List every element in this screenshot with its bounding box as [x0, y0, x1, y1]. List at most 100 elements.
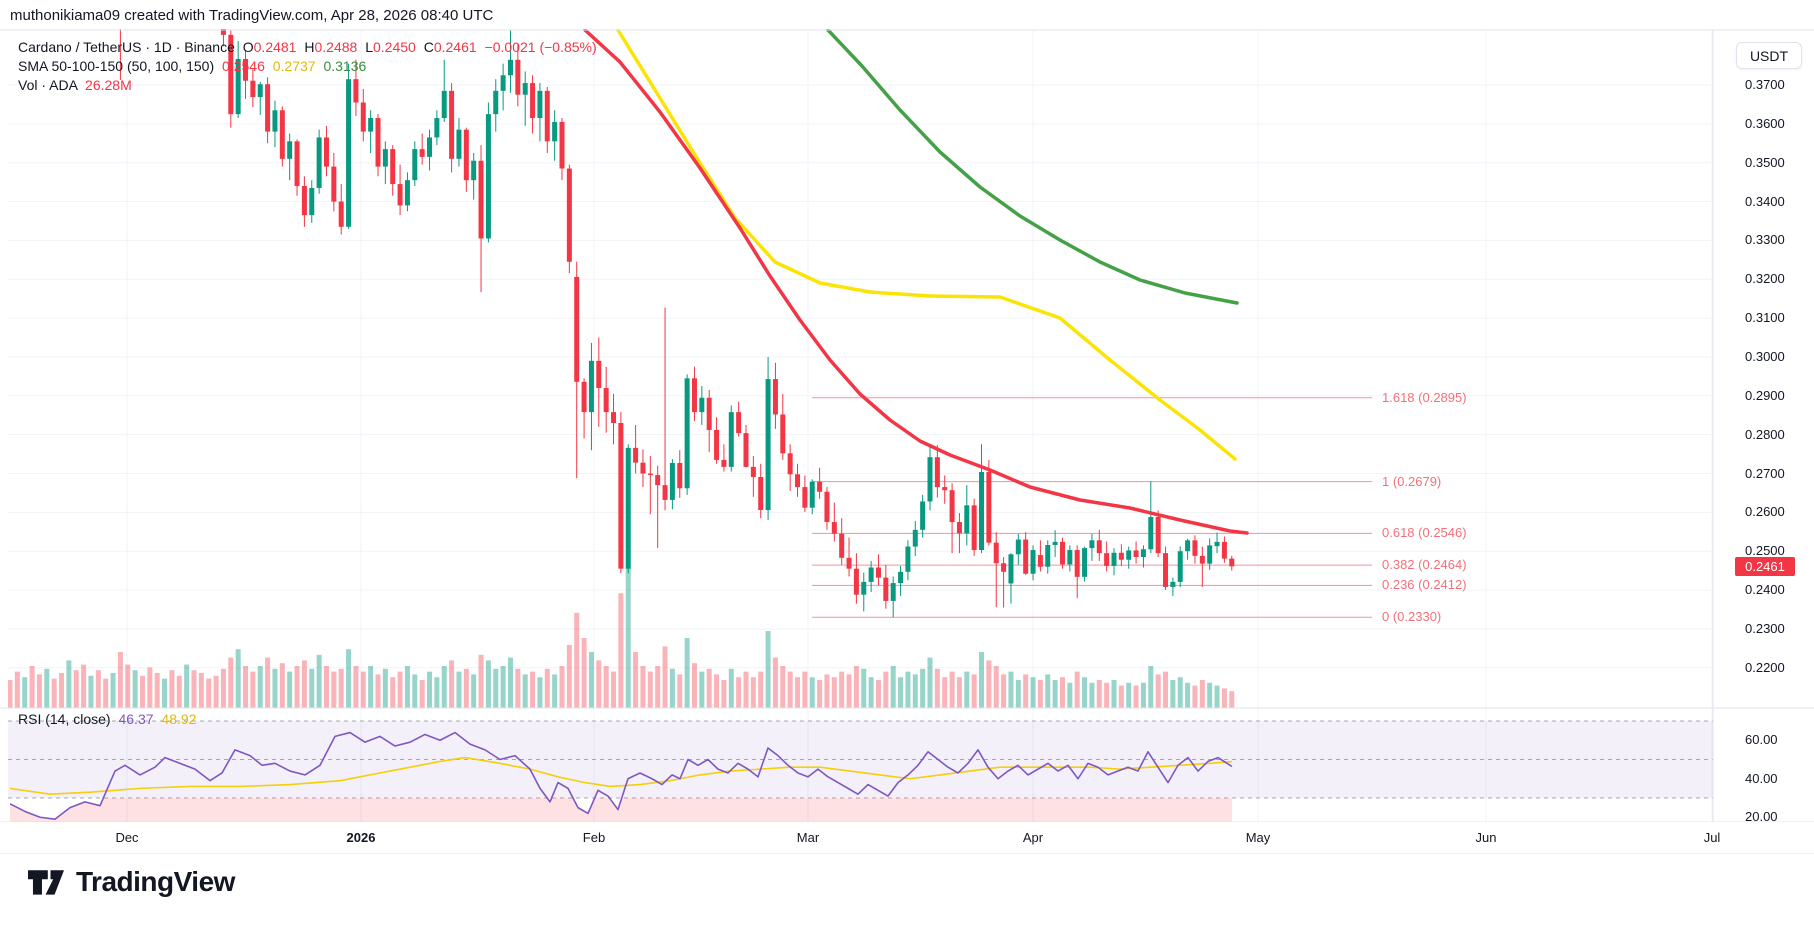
volume-bar — [331, 671, 337, 708]
volume-bar — [265, 657, 271, 708]
candle-body — [1045, 544, 1051, 567]
candle-body — [625, 447, 631, 569]
volume-legend-row[interactable]: Vol · ADA 26.28M — [18, 76, 597, 95]
volume-bar — [853, 666, 859, 708]
volume-bar — [1221, 688, 1227, 708]
volume-bar — [861, 668, 867, 708]
volume-bar — [412, 674, 418, 708]
volume-bar — [831, 677, 837, 708]
candle-body — [515, 59, 521, 95]
candle-body — [1163, 553, 1169, 587]
volume-bar — [964, 671, 970, 708]
candle-body — [1207, 545, 1213, 564]
main-pane[interactable] — [8, 0, 1249, 708]
volume-bar — [73, 670, 79, 708]
close-label: C — [423, 39, 434, 55]
volume-bar — [1155, 674, 1161, 708]
attribution-text: muthonikiama09 created with TradingView.… — [10, 7, 494, 24]
volume-bar — [147, 667, 153, 708]
sma-legend-row[interactable]: SMA 50-100-150 (50, 100, 150) 0.2546 0.2… — [18, 57, 597, 76]
volume-bar — [566, 645, 572, 708]
candle-body — [530, 83, 536, 119]
candle-body — [1229, 558, 1235, 567]
candle-body — [728, 412, 734, 467]
rsi-value: 46.37 — [118, 711, 154, 727]
tradingview-watermark[interactable]: TradingView — [26, 864, 235, 900]
candle-body — [706, 397, 712, 430]
volume-bar — [117, 652, 123, 708]
rsi-legend-row[interactable]: RSI (14, close) 46.37 48.92 — [18, 711, 196, 727]
high-value: 0.2488 — [314, 39, 358, 55]
volume-bar — [574, 612, 580, 708]
sma50-value: 0.2546 — [222, 58, 265, 74]
volume-bar — [669, 668, 675, 708]
candle-body — [787, 453, 793, 475]
volume-bar — [691, 663, 697, 708]
price-axis-label: 0.2300 — [1745, 620, 1785, 636]
volume-bar — [8, 680, 13, 708]
volume-bar — [714, 674, 720, 708]
volume-bar — [463, 668, 469, 708]
candle-body — [721, 459, 727, 467]
volume-bar — [301, 660, 307, 708]
price-axis-label: 0.3600 — [1745, 115, 1785, 131]
volume-bar — [839, 671, 845, 708]
volume-bar — [765, 631, 771, 708]
sma50-line — [583, 29, 1249, 535]
volume-bar — [905, 671, 911, 708]
volume-bar — [493, 668, 499, 708]
candle-body — [1199, 555, 1205, 564]
volume-bar — [1067, 682, 1073, 708]
volume-bar — [898, 677, 904, 708]
fib-level-label: 0.382 (0.2464) — [1382, 557, 1467, 573]
volume-bar — [846, 674, 852, 708]
candle-body — [449, 90, 455, 159]
candle-body — [640, 462, 646, 474]
candle-body — [287, 141, 293, 159]
time-axis-label: May — [1245, 830, 1271, 845]
volume-bar — [427, 671, 433, 708]
time-axis[interactable]: Dec 2026 Feb Mar Apr May Jun Jul — [0, 822, 1814, 853]
volume-bar — [772, 657, 778, 708]
time-axis-label: Dec — [115, 830, 139, 845]
volume-bar — [809, 677, 815, 708]
candle-body — [736, 412, 742, 434]
volume-bar — [1074, 671, 1080, 708]
volume-bar — [912, 674, 918, 708]
symbol-legend-row[interactable]: Cardano / TetherUS · 1D · Binance O0.248… — [18, 38, 597, 57]
candle-body — [338, 201, 344, 227]
candle-body — [272, 110, 278, 132]
candle-body — [316, 137, 322, 188]
candle-body — [780, 414, 786, 454]
volume-bar — [220, 668, 226, 708]
fib-level-label: 1.618 (0.2895) — [1382, 389, 1467, 405]
volume-bar — [36, 674, 42, 708]
fib-level-label: 1 (0.2679) — [1382, 473, 1442, 489]
volume-bar — [213, 675, 219, 708]
price-axis[interactable]: 0.3700 0.3600 0.3500 0.3400 0.3300 0.3200 0.31… — [1713, 30, 1814, 853]
candle-body — [265, 84, 271, 132]
volume-bar — [162, 678, 168, 708]
chart-legend: Cardano / TetherUS · 1D · Binance O0.248… — [18, 38, 597, 95]
rsi-ma-value: 48.92 — [161, 711, 197, 727]
volume-bar — [1185, 682, 1191, 708]
volume-bar — [397, 671, 403, 708]
candle-body — [714, 429, 720, 460]
close-value: 0.2461 — [433, 39, 477, 55]
volume-bar — [500, 666, 506, 708]
candle-body — [537, 90, 543, 119]
volume-bar — [640, 666, 646, 708]
candle-body — [1140, 549, 1146, 558]
candle-body — [1126, 550, 1132, 560]
candle-body — [581, 381, 587, 413]
volume-bar — [868, 677, 874, 708]
sma100-value: 0.2737 — [272, 58, 316, 74]
volume-bar — [655, 666, 661, 708]
currency-toggle-button[interactable]: USDT — [1736, 42, 1802, 69]
candle-body — [507, 59, 513, 76]
volume-bar — [368, 666, 374, 708]
candle-body — [441, 90, 447, 119]
volume-bar — [323, 666, 329, 708]
